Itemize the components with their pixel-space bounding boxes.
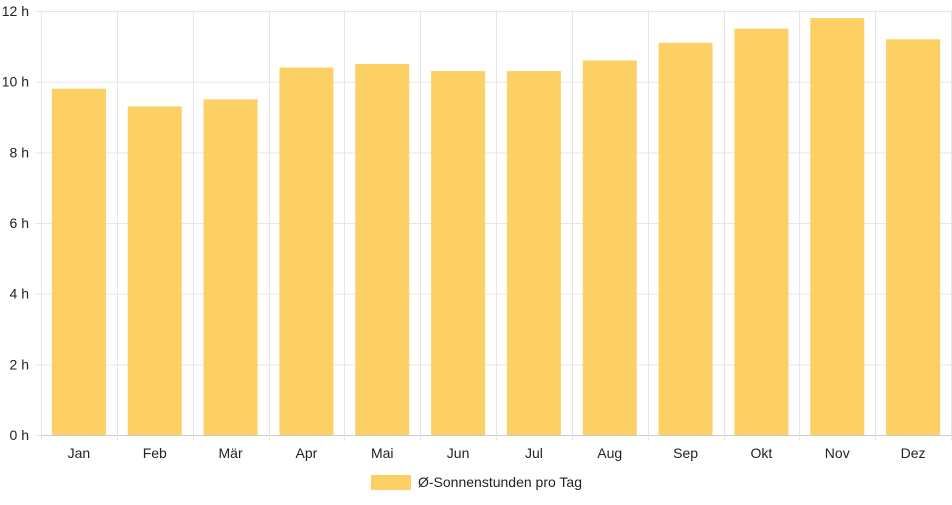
legend-swatch <box>371 475 411 490</box>
x-tick-label: Okt <box>751 445 773 461</box>
x-tick-label: Feb <box>143 445 167 461</box>
x-tick-label: Mär <box>219 445 243 461</box>
y-tick-label: 8 h <box>10 144 29 160</box>
bar-dez[interactable] <box>886 39 941 436</box>
x-tick-label: Jan <box>68 445 91 461</box>
bar-apr[interactable] <box>279 67 334 436</box>
bar-mär[interactable] <box>203 99 258 435</box>
legend[interactable]: Ø-Sonnenstunden pro Tag <box>371 474 582 490</box>
bar-jan[interactable] <box>51 88 106 435</box>
bar-jul[interactable] <box>506 71 561 436</box>
axes: 0 h 2 h 4 h 6 h 8 h 10 h 12 h Jan Feb Mär Apr Mai Ju… <box>2 3 926 461</box>
x-tick-label: Aug <box>597 445 622 461</box>
bar-feb[interactable] <box>127 106 182 436</box>
y-tick-label: 2 h <box>10 356 29 372</box>
bar-aug[interactable] <box>582 60 637 435</box>
y-tick-label: 6 h <box>10 215 29 231</box>
bar-okt[interactable] <box>734 28 789 436</box>
x-tick-label: Dez <box>901 445 926 461</box>
bars <box>51 18 941 436</box>
bar-sep[interactable] <box>658 42 713 436</box>
x-tick-label: Jun <box>447 445 470 461</box>
bar-nov[interactable] <box>810 18 865 436</box>
y-tick-label: 10 h <box>2 74 29 90</box>
bar-mai[interactable] <box>355 64 410 435</box>
bar-jun[interactable] <box>431 71 486 436</box>
y-tick-label: 12 h <box>2 3 29 19</box>
x-tick-label: Apr <box>296 445 318 461</box>
x-tick-label: Jul <box>525 445 543 461</box>
legend-label: Ø-Sonnenstunden pro Tag <box>418 474 582 490</box>
x-tick-label: Mai <box>371 445 394 461</box>
x-tick-label: Sep <box>673 445 698 461</box>
x-tick-label: Nov <box>825 445 850 461</box>
y-tick-label: 4 h <box>10 286 29 302</box>
y-tick-label: 0 h <box>10 427 29 443</box>
